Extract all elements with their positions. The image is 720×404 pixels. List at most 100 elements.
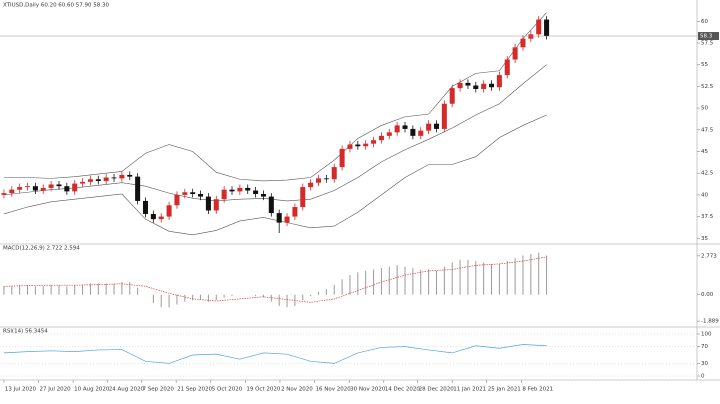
rsi-title: RSI(14) 56.3454	[3, 329, 48, 335]
signal-line	[3, 256, 547, 303]
candle-body	[315, 178, 322, 183]
candle-body	[245, 187, 251, 191]
candle-body	[512, 47, 518, 60]
candle-body	[504, 59, 510, 76]
y-tick-label: 57.5	[701, 40, 714, 46]
y-tick-label: 47.5	[701, 127, 714, 133]
y-tick-label: 37.5	[701, 214, 714, 220]
candle-body	[347, 144, 353, 149]
candle-body	[166, 205, 172, 217]
band-line	[3, 12, 547, 182]
x-tick-label: 11 Jan 2021	[453, 387, 486, 393]
candle-body	[253, 190, 259, 194]
x-tick-label: 27 Jul 2020	[40, 387, 72, 393]
x-tick-label: 30 Nov 2020	[350, 387, 386, 393]
x-tick-label: 21 Sep 2020	[177, 387, 212, 393]
candle-body	[221, 189, 227, 200]
candle-body	[363, 143, 369, 147]
candle-body	[544, 19, 550, 37]
candle-body	[457, 82, 463, 89]
candle-body	[300, 187, 306, 208]
candle-body	[48, 184, 54, 188]
candle-body	[174, 194, 180, 206]
candle-body	[198, 194, 204, 197]
candle-body	[213, 199, 219, 211]
x-tick-label: 10 Aug 2020	[74, 387, 110, 393]
candle-body	[323, 178, 329, 180]
candle-body	[72, 183, 78, 192]
candle-body	[489, 83, 495, 88]
band-line	[3, 114, 547, 236]
y-tick-label: 52.5	[701, 84, 714, 90]
x-tick-label: 13 Jul 2020	[5, 387, 37, 393]
y-tick-label: 60	[701, 19, 708, 25]
rsi-line	[3, 344, 547, 364]
candle-body	[103, 177, 109, 181]
candle-body	[32, 186, 38, 191]
chart-title: XTIUSD,Daily 60.20 60.60 57.90 58.30	[3, 3, 110, 9]
x-tick-label: 19 Oct 2020	[246, 387, 281, 393]
candle-body	[276, 213, 282, 223]
candle-body	[371, 140, 377, 144]
candle-body	[355, 144, 361, 147]
candle-body	[150, 213, 156, 220]
candle-body	[25, 186, 31, 188]
candle-body	[17, 187, 23, 190]
candle-body	[1, 193, 7, 195]
candle-body	[135, 176, 141, 201]
x-tick-label: 16 Nov 2020	[316, 387, 352, 393]
y-tick-label: 42.5	[701, 171, 714, 177]
x-tick-label: 7 Sep 2020	[143, 387, 175, 393]
candle-body	[378, 135, 384, 141]
y-tick-label: 0.00	[701, 292, 714, 298]
y-tick-label: 0	[701, 374, 705, 380]
macd-title: MACD(12,26,9) 2.722 2.594	[3, 246, 80, 252]
candle-body	[158, 216, 164, 220]
candle-body	[339, 148, 345, 168]
candle-body	[205, 196, 211, 211]
y-tick-label: 30	[701, 361, 708, 367]
x-tick-label: 8 Feb 2021	[522, 387, 553, 393]
candle-body	[394, 125, 400, 133]
candle-body	[528, 34, 534, 39]
candle-body	[119, 174, 125, 179]
candle-body	[56, 184, 62, 187]
candle-body	[87, 179, 93, 182]
candle-body	[260, 194, 266, 197]
candle-body	[111, 177, 117, 179]
x-tick-label: 28 Dec 2020	[419, 387, 455, 393]
candle-body	[308, 182, 314, 188]
candle-body	[9, 189, 15, 194]
y-tick-label: 55	[701, 62, 708, 68]
price-label: 58.3	[700, 34, 713, 40]
candle-body	[95, 179, 101, 181]
y-tick-label: 50	[701, 106, 708, 112]
candle-body	[465, 82, 471, 86]
x-tick-label: 24 Aug 2020	[109, 387, 145, 393]
candle-body	[64, 186, 70, 192]
price-label-box	[698, 32, 719, 41]
x-tick-label: 25 Jan 2021	[488, 387, 521, 393]
candle-body	[237, 187, 243, 192]
band-line	[3, 64, 547, 202]
y-tick-label: 2.773	[701, 253, 717, 259]
candle-body	[268, 196, 274, 214]
candle-body	[127, 174, 133, 177]
candle-body	[520, 38, 526, 48]
x-tick-label: 14 Dec 2020	[385, 387, 421, 393]
candle-body	[402, 125, 408, 129]
y-tick-label: 40	[701, 192, 708, 198]
candle-body	[229, 189, 235, 192]
candle-body	[433, 123, 439, 129]
candle-body	[142, 200, 149, 214]
candle-body	[473, 85, 479, 89]
y-tick-label: 100	[701, 332, 712, 338]
x-tick-label: 5 Oct 2020	[212, 387, 243, 393]
candle-body	[182, 192, 188, 195]
candle-body	[496, 75, 502, 88]
candle-body	[536, 19, 542, 35]
candle-body	[410, 128, 416, 136]
